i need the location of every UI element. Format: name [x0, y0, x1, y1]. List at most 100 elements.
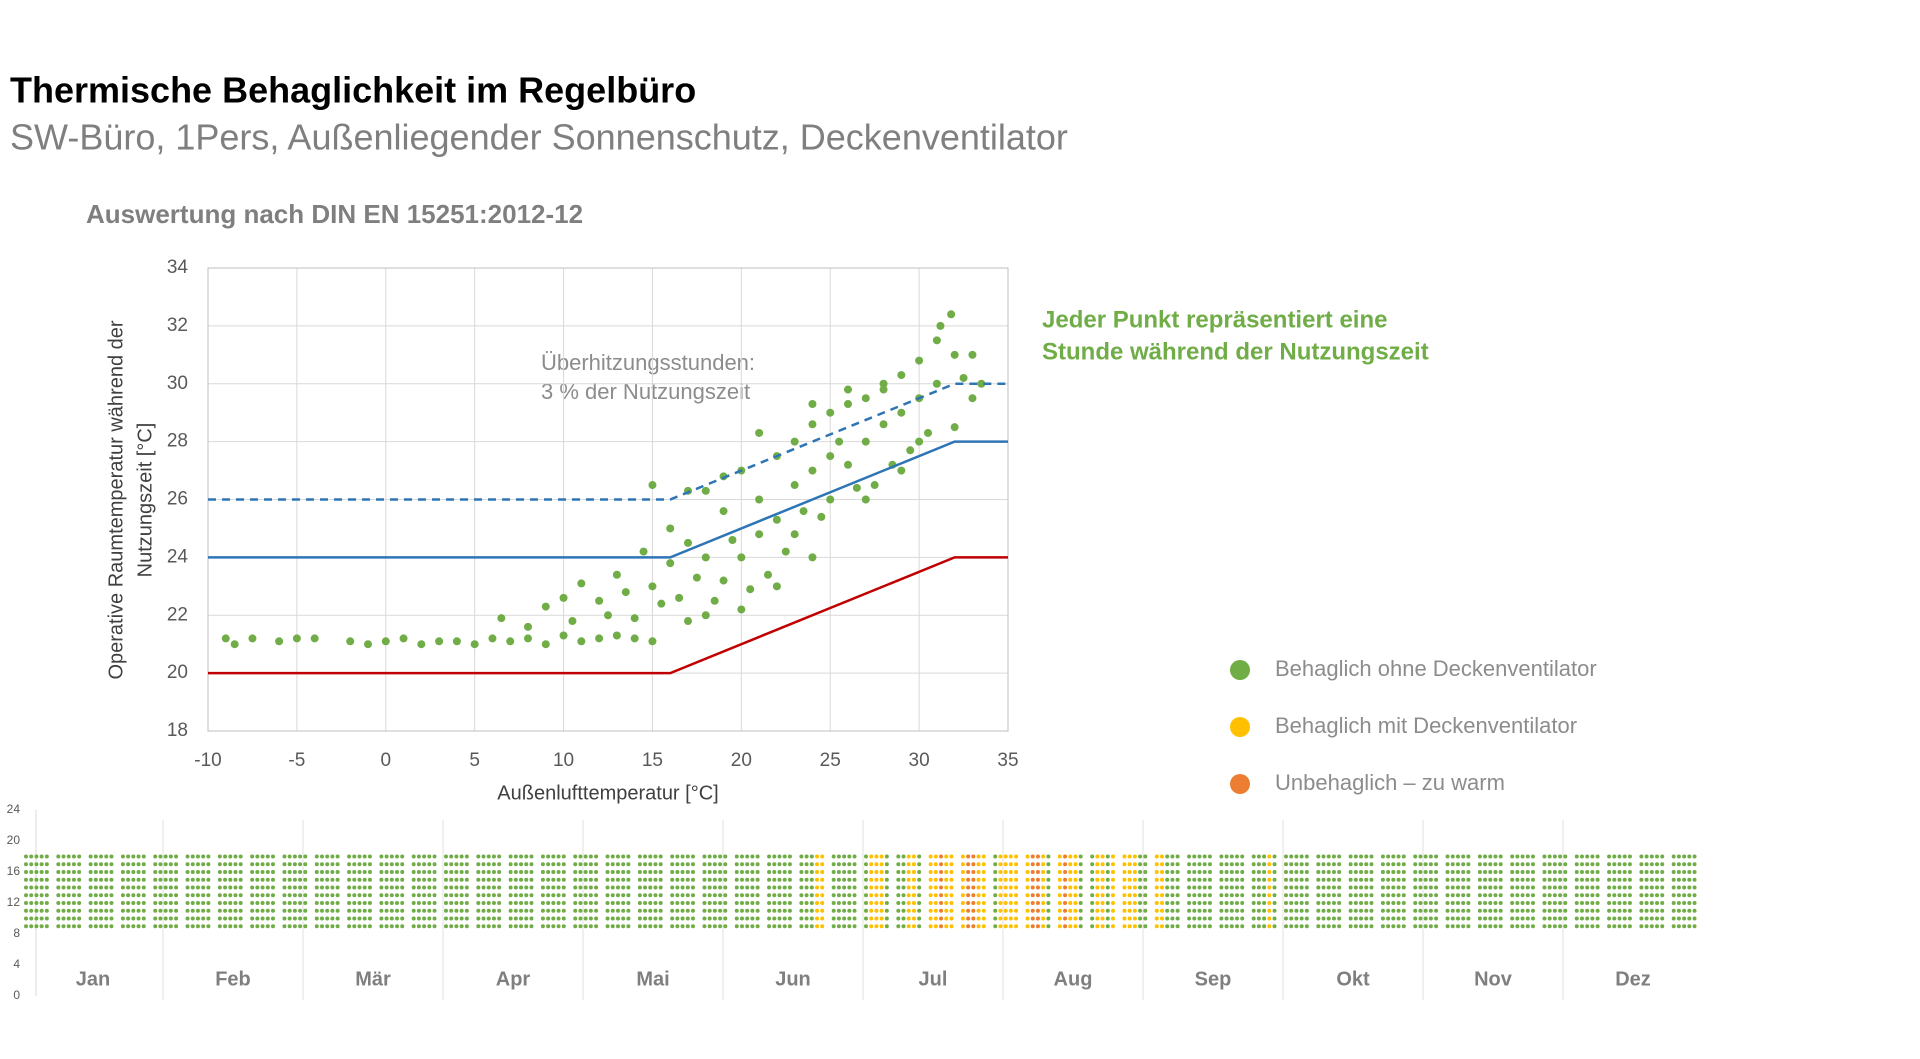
- month-label: Dez: [1615, 968, 1651, 990]
- x-tick-label: 35: [997, 750, 1018, 771]
- point: [577, 637, 586, 646]
- month-label: Jul: [919, 968, 948, 990]
- point: [772, 582, 781, 591]
- point: [541, 640, 550, 649]
- point: [524, 622, 532, 631]
- y-tick-label: 26: [167, 489, 188, 510]
- point: [221, 634, 230, 643]
- y-tick-label: 8: [13, 926, 20, 940]
- note: Stunde während der Nutzungszeit: [1042, 338, 1429, 365]
- point: [959, 373, 968, 382]
- point: [559, 631, 568, 640]
- point: [897, 408, 906, 417]
- point: [506, 637, 515, 646]
- x-tick-label: 10: [553, 750, 574, 771]
- point: [808, 400, 817, 409]
- point: [346, 637, 355, 646]
- point: [630, 634, 639, 643]
- point: [826, 408, 835, 417]
- point: [541, 602, 550, 611]
- point: [799, 507, 808, 516]
- month-label: Nov: [1474, 968, 1513, 990]
- point: [844, 460, 852, 469]
- point: [755, 530, 764, 539]
- point: [719, 576, 728, 585]
- y-tick-label: 34: [167, 257, 189, 278]
- point: [915, 437, 924, 446]
- y-tick-label: 32: [167, 315, 188, 336]
- x-axis-label: Außenlufttemperatur [°C]: [497, 782, 718, 804]
- point: [897, 466, 906, 475]
- point: [275, 637, 284, 646]
- point: [755, 428, 764, 437]
- point: [728, 536, 737, 545]
- y-tick-label: 0: [13, 988, 20, 1002]
- y-tick-label: 18: [167, 720, 188, 741]
- point: [452, 637, 461, 646]
- point: [950, 423, 959, 432]
- point: [364, 640, 372, 649]
- point: [764, 570, 772, 579]
- month-label: Apr: [496, 968, 531, 990]
- point: [932, 379, 941, 388]
- limit-line: [208, 556, 1008, 675]
- point: [684, 538, 692, 547]
- annotation: 3 % der Nutzungszeit: [541, 379, 750, 404]
- month-label: Mai: [636, 968, 669, 990]
- point: [879, 420, 888, 429]
- legend-label: Behaglich ohne Deckenventilator: [1275, 656, 1597, 681]
- month-label: Jan: [76, 968, 110, 990]
- point: [790, 437, 799, 446]
- y-tick-label: 24: [7, 802, 21, 816]
- point: [701, 486, 710, 495]
- point: [932, 336, 941, 345]
- point: [861, 394, 870, 403]
- page-title: Thermische Behaglichkeit im Regelbüro: [10, 70, 696, 111]
- x-tick-label: 20: [731, 750, 752, 771]
- point: [746, 585, 755, 594]
- point: [879, 385, 888, 394]
- point: [790, 530, 799, 539]
- point: [915, 356, 924, 365]
- note: Jeder Punkt repräsentiert eine: [1042, 306, 1387, 333]
- point: [852, 483, 861, 492]
- point: [612, 570, 621, 579]
- point: [808, 553, 817, 562]
- point: [657, 599, 666, 608]
- point: [808, 466, 817, 475]
- point: [230, 640, 239, 649]
- point: [701, 553, 710, 562]
- x-tick-label: 30: [909, 750, 930, 771]
- point: [861, 437, 870, 446]
- legend-label: Behaglich mit Deckenventilator: [1275, 713, 1577, 738]
- limit-line: [208, 382, 1008, 501]
- point: [947, 310, 956, 319]
- y-tick-label: 30: [167, 373, 188, 394]
- point: [950, 350, 959, 359]
- point: [612, 631, 621, 640]
- point: [577, 579, 586, 588]
- x-tick-label: 0: [380, 750, 391, 771]
- month-label: Feb: [215, 968, 251, 990]
- legend-marker: [1230, 660, 1250, 680]
- point: [701, 611, 710, 620]
- x-tick-label: 15: [642, 750, 663, 771]
- point: [435, 637, 444, 646]
- page-subtitle: SW-Büro, 1Pers, Außenliegender Sonnensch…: [10, 117, 1068, 158]
- point: [639, 547, 648, 556]
- point: [790, 481, 799, 490]
- point: [844, 385, 852, 394]
- point: [604, 611, 612, 620]
- point: [470, 640, 479, 649]
- point: [870, 481, 879, 490]
- point: [684, 617, 692, 626]
- point: [692, 573, 701, 582]
- point: [524, 634, 532, 643]
- point: [497, 614, 506, 623]
- point: [835, 437, 844, 446]
- point: [906, 446, 915, 455]
- point: [897, 371, 906, 380]
- point: [666, 524, 675, 533]
- x-tick-label: 25: [820, 750, 841, 771]
